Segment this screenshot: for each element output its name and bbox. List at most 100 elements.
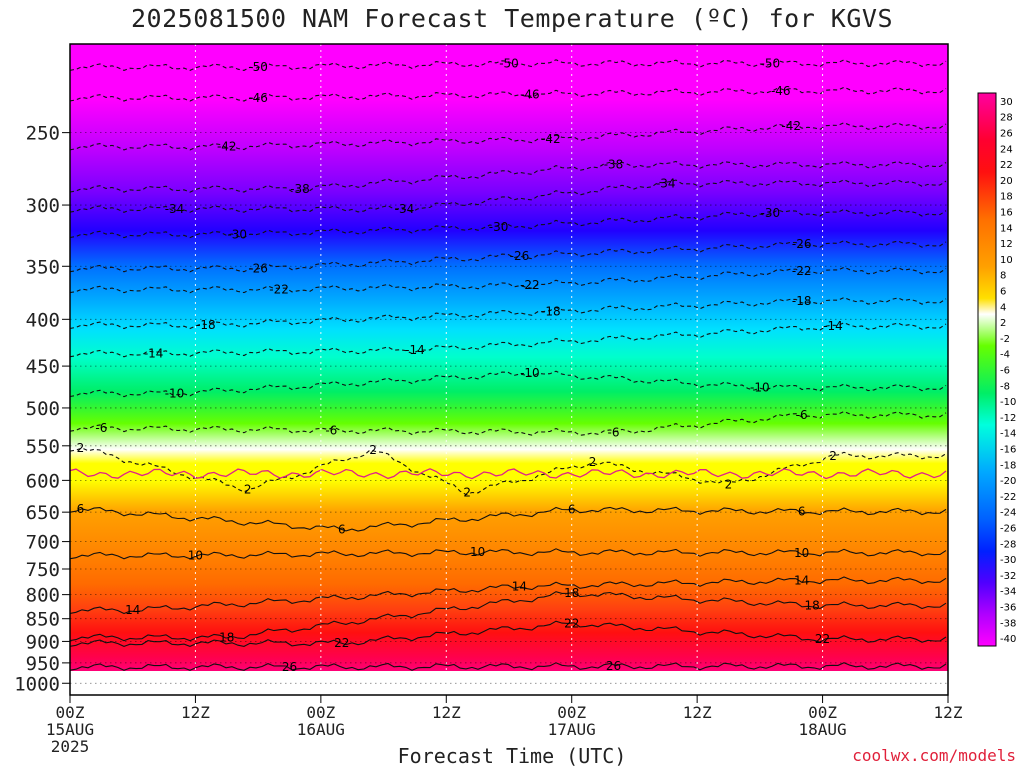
contour-label: 6 bbox=[568, 503, 576, 517]
contour-label: -6 bbox=[95, 421, 107, 435]
colorbar-label: 14 bbox=[1000, 223, 1013, 234]
contour-label: -10 bbox=[520, 366, 540, 380]
colorbar-label: 24 bbox=[1000, 144, 1013, 155]
contour-label: 2 bbox=[829, 449, 837, 463]
contour-label: -46 bbox=[771, 84, 791, 98]
contour-label: -42 bbox=[541, 132, 561, 146]
contour-label: -10 bbox=[750, 381, 770, 395]
x-tick-time: 12Z bbox=[934, 703, 963, 722]
plot-frame bbox=[69, 43, 949, 696]
temperature-fill bbox=[70, 44, 948, 671]
x-tick-date: 16AUG bbox=[297, 720, 345, 739]
temperature-field bbox=[70, 44, 948, 671]
isotherm-line bbox=[70, 179, 947, 213]
contour-label: -50 bbox=[499, 56, 519, 70]
contour-label: 22 bbox=[815, 632, 830, 646]
contour-label: -46 bbox=[248, 91, 268, 105]
contour-label: -22 bbox=[269, 282, 289, 296]
y-tick-label: 1000 bbox=[14, 673, 60, 695]
x-tick-time: 00Z bbox=[808, 703, 837, 722]
colorbar-label: 26 bbox=[1000, 129, 1013, 140]
contour-label: -30 bbox=[761, 206, 781, 220]
y-tick-label: 300 bbox=[26, 195, 60, 217]
contour-label: -34 bbox=[165, 202, 185, 216]
contour-label: -18 bbox=[196, 318, 216, 332]
isotherm-line bbox=[70, 548, 947, 560]
contour-label: 14 bbox=[125, 603, 140, 617]
contour-label: -14 bbox=[405, 343, 425, 357]
contour-label: -26 bbox=[792, 237, 812, 251]
colorbar-label: 18 bbox=[1000, 192, 1013, 203]
contour-label: -22 bbox=[520, 278, 540, 292]
contour-label: 26 bbox=[282, 660, 297, 674]
x-tick-time: 12Z bbox=[181, 703, 210, 722]
contour-label: 2 bbox=[589, 455, 597, 469]
y-tick-label: 850 bbox=[26, 609, 60, 631]
contour-label: 2 bbox=[77, 441, 85, 455]
isotherm-line bbox=[70, 86, 947, 102]
colorbar-label: 28 bbox=[1000, 113, 1013, 124]
colorbar-label: -16 bbox=[1000, 445, 1016, 456]
contour-label: 10 bbox=[470, 545, 485, 559]
contour-label: -34 bbox=[656, 176, 676, 190]
isotherm-line bbox=[70, 591, 947, 642]
contour-labels: -50 -50 -50 -46 -46 -46 -42 -42 -42 -38 -38 -34 -34 -… bbox=[77, 56, 843, 674]
y-tick-label: 550 bbox=[26, 436, 60, 458]
contour-label: -50 bbox=[761, 56, 781, 70]
y-tick-label: 250 bbox=[26, 123, 60, 145]
contour-label: 6 bbox=[798, 505, 806, 519]
colorbar-label: -20 bbox=[1000, 476, 1016, 487]
colorbar-label: -24 bbox=[1000, 508, 1016, 519]
contour-label: -38 bbox=[290, 182, 310, 196]
colorbar-labels: 30 28 26 24 22 20 18 16 14 12 10 8 6 4 2 -2 -4 -6 -8 -10 -12… bbox=[1000, 97, 1016, 645]
y-tick-label: 900 bbox=[26, 631, 60, 653]
x-tick-time: 12Z bbox=[432, 703, 461, 722]
contour-label: 6 bbox=[338, 522, 346, 536]
colorbar-label: 30 bbox=[1000, 97, 1013, 108]
source-credit: coolwx.com/models bbox=[852, 746, 1016, 765]
y-tick-label: 500 bbox=[26, 398, 60, 420]
isotherm-line bbox=[70, 122, 947, 151]
contour-label: 10 bbox=[188, 549, 203, 563]
contour-label: -42 bbox=[781, 119, 801, 133]
x-tick-time: 00Z bbox=[56, 703, 85, 722]
y-tick-label: 800 bbox=[26, 585, 60, 607]
contour-label: 6 bbox=[77, 502, 85, 516]
isotherm-line bbox=[70, 662, 947, 671]
contour-label: -26 bbox=[510, 249, 530, 263]
contour-label: 2 bbox=[244, 483, 252, 497]
isotherm-line bbox=[70, 370, 947, 398]
x-tick-time: 00Z bbox=[557, 703, 586, 722]
isotherm-line bbox=[70, 410, 947, 436]
contour-label: -14 bbox=[144, 347, 164, 361]
colorbar-label: 22 bbox=[1000, 160, 1013, 171]
colorbar-label: -4 bbox=[1000, 350, 1010, 361]
contour-label: 2 bbox=[463, 486, 471, 500]
y-tick-label: 650 bbox=[26, 502, 60, 524]
colorbar-label: 10 bbox=[1000, 255, 1013, 266]
isotherm-line bbox=[70, 296, 947, 330]
colorbar-label: -28 bbox=[1000, 539, 1016, 550]
contour-label: 10 bbox=[794, 546, 809, 560]
isotherm-line bbox=[70, 160, 947, 193]
contour-label: -18 bbox=[792, 294, 812, 308]
y-tick-label: 600 bbox=[26, 470, 60, 492]
colorbar-label: 12 bbox=[1000, 239, 1013, 250]
freezing-level-line bbox=[70, 468, 947, 480]
colorbar-label: -26 bbox=[1000, 524, 1016, 535]
contour-label: 14 bbox=[512, 580, 527, 594]
colorbar-label: -32 bbox=[1000, 571, 1016, 582]
colorbar-scale bbox=[977, 92, 997, 647]
colorbar-label: -36 bbox=[1000, 603, 1016, 614]
isotherm-line bbox=[70, 576, 947, 615]
colorbar-label: -40 bbox=[1000, 634, 1016, 645]
contour-label: -30 bbox=[227, 227, 247, 241]
x-tick-time: 12Z bbox=[683, 703, 712, 722]
colorbar-label: -14 bbox=[1000, 429, 1016, 440]
colorbar-label: 6 bbox=[1000, 287, 1006, 298]
isotherm-line bbox=[70, 59, 947, 71]
isotherm-line bbox=[70, 240, 947, 273]
isotherm-line bbox=[70, 266, 947, 294]
